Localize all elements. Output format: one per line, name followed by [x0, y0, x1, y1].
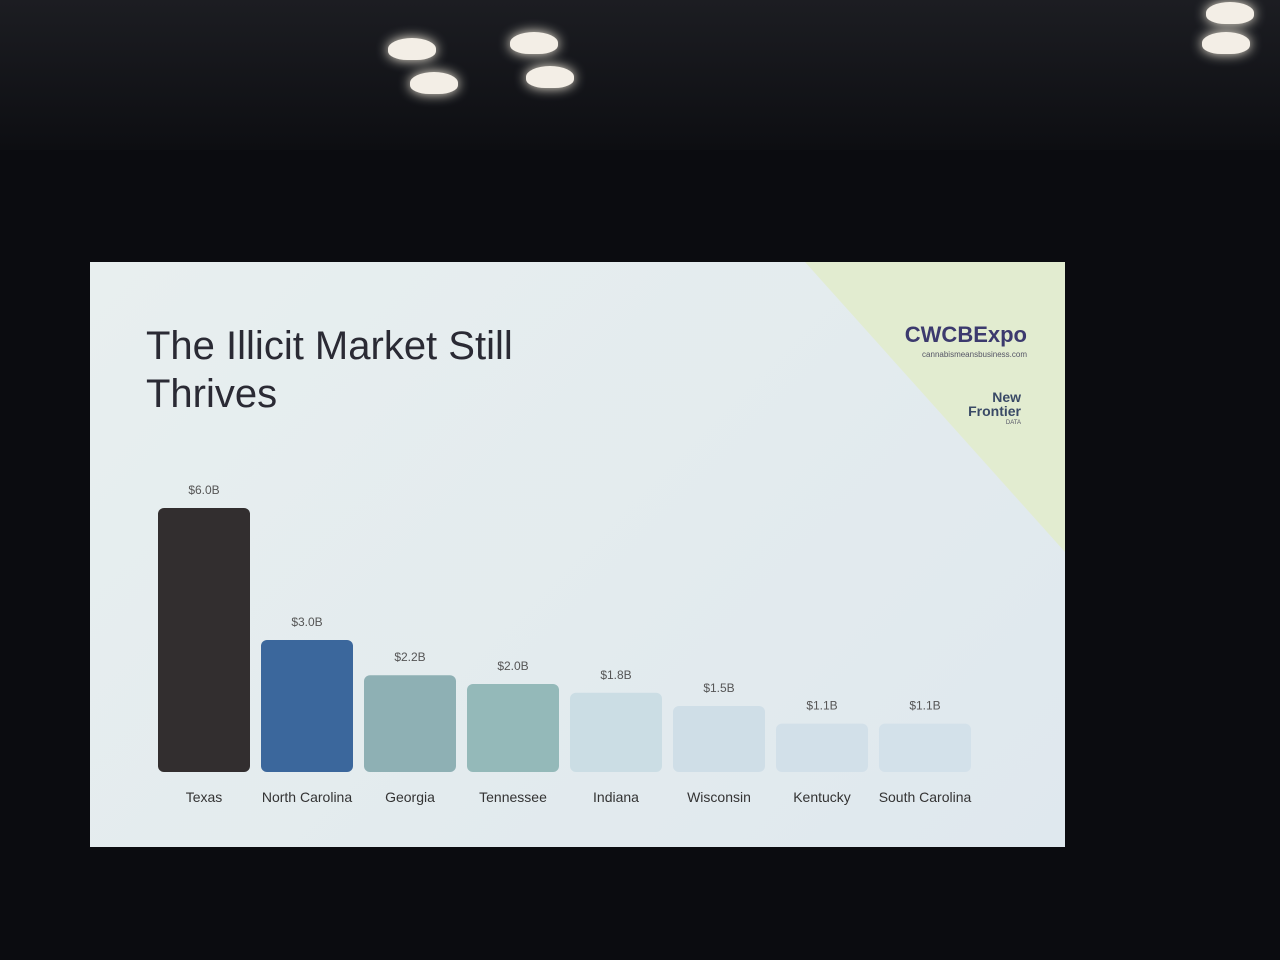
value-label: $1.1B — [909, 699, 940, 713]
lamp — [388, 38, 436, 60]
lamp — [510, 32, 558, 54]
bar — [364, 675, 456, 772]
bar — [673, 706, 765, 772]
x-tick-label: Texas — [186, 789, 223, 805]
chart-title: The Illicit Market Still Thrives — [146, 324, 513, 416]
x-tick-label: South Carolina — [879, 789, 972, 805]
value-label: $3.0B — [291, 615, 322, 629]
expo-logo: CWCBExpo — [904, 322, 1027, 347]
x-tick-label: Tennessee — [479, 789, 547, 805]
lamp — [1202, 32, 1250, 54]
x-tick-label: Wisconsin — [687, 789, 751, 805]
x-tick-label: North Carolina — [262, 789, 352, 805]
partner-sub: DATA — [1005, 420, 1021, 426]
value-label: $6.0B — [188, 483, 219, 497]
lamp — [410, 72, 458, 94]
lamp — [1206, 2, 1254, 24]
value-label: $1.8B — [600, 668, 631, 682]
lamp — [526, 66, 574, 88]
value-label: $2.0B — [497, 659, 528, 673]
bar — [776, 723, 868, 772]
bar — [158, 508, 250, 772]
x-tick-label: Indiana — [593, 789, 639, 805]
value-label: $1.1B — [806, 699, 837, 713]
bar — [570, 692, 662, 772]
partner-logo: New Frontier — [968, 389, 1021, 419]
chart: $6.0B Texas $3.0B North Carolina $2.2B Georgi… — [158, 483, 972, 805]
x-tick-label: Kentucky — [793, 789, 851, 805]
bar — [261, 640, 353, 772]
value-label: $1.5B — [703, 681, 734, 695]
slide: The Illicit Market Still Thrives CWCBExp… — [90, 262, 1065, 847]
expo-url: cannabismeansbusiness.com — [922, 350, 1027, 359]
corner-accent — [805, 262, 1065, 552]
x-tick-label: Georgia — [385, 789, 435, 805]
bar — [879, 723, 971, 772]
value-label: $2.2B — [394, 650, 425, 664]
bar — [467, 684, 559, 772]
ceiling — [0, 0, 1280, 150]
